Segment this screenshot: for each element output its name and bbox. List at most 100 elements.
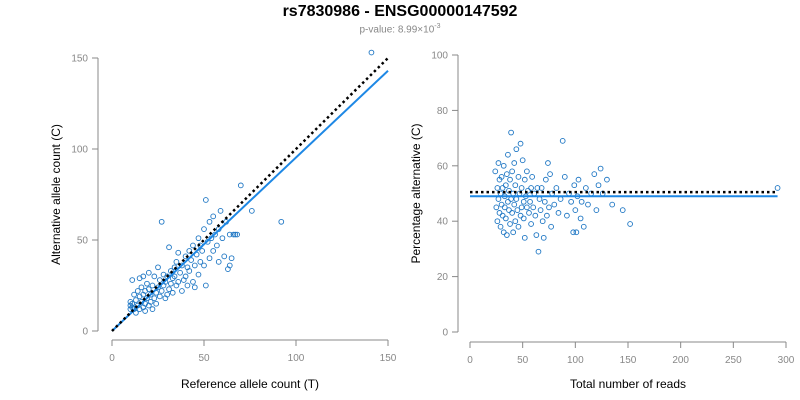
- data-point: [513, 196, 520, 202]
- panel-1: 0 50 100 150 0 50 100 150 Reference allele count…: [49, 49, 397, 391]
- data-point: [368, 49, 375, 56]
- data-point: [535, 248, 542, 255]
- data-point: [494, 185, 501, 191]
- y-axis-title: Percentage alternative (C): [409, 123, 423, 263]
- data-point: [533, 232, 540, 238]
- data-point: [219, 235, 226, 242]
- data-point: [248, 208, 255, 214]
- data-point: [499, 185, 506, 191]
- data-point: [527, 198, 533, 205]
- data-point: [214, 242, 220, 249]
- data-point: [508, 196, 514, 202]
- data-point: [571, 182, 578, 189]
- data-point: [206, 218, 213, 225]
- data-point: [147, 299, 154, 305]
- data-point: [495, 196, 502, 202]
- data-point: [179, 288, 185, 294]
- data-point: [524, 168, 530, 175]
- x-axis-title: Reference allele count (T): [181, 377, 319, 391]
- data-point: [494, 218, 501, 225]
- data-point: [492, 168, 499, 175]
- x-tick-label: 50: [198, 353, 210, 364]
- data-point: [151, 273, 158, 280]
- data-point: [497, 223, 504, 230]
- data-point: [528, 185, 534, 191]
- data-point: [182, 273, 189, 280]
- data-point: [559, 138, 566, 144]
- data-point: [177, 269, 183, 276]
- data-point: [539, 218, 546, 225]
- data-point: [201, 226, 207, 232]
- data-point: [166, 286, 172, 292]
- data-point: [553, 185, 560, 191]
- data-point: [151, 295, 158, 302]
- data-point: [508, 129, 514, 136]
- data-point: [521, 176, 528, 183]
- data-point: [168, 280, 174, 287]
- data-point: [156, 277, 163, 283]
- y-tick-label: 150: [71, 54, 88, 65]
- data-point: [504, 171, 510, 177]
- data-point: [604, 176, 610, 183]
- y-tick-label: 0: [442, 328, 448, 339]
- data-point: [210, 213, 217, 220]
- data-point: [127, 306, 134, 313]
- data-point: [186, 268, 193, 274]
- data-point: [127, 299, 134, 305]
- data-point: [518, 185, 525, 191]
- data-point: [145, 286, 152, 292]
- data-point: [232, 231, 239, 238]
- data-point: [609, 201, 616, 208]
- data-point: [515, 223, 522, 230]
- data-point: [197, 258, 204, 265]
- data-point: [597, 165, 604, 172]
- x-tick-label: 150: [380, 353, 397, 364]
- data-point: [186, 248, 193, 254]
- pvalue-text: p-value: 8.99×10: [359, 24, 435, 36]
- data-point: [175, 279, 182, 285]
- pvalue-exponent: -3: [434, 23, 441, 30]
- data-point: [212, 231, 218, 238]
- y-tick-label: 80: [437, 106, 449, 117]
- data-point: [575, 176, 582, 183]
- x-tick-label: 100: [288, 353, 305, 364]
- data-point: [542, 176, 549, 183]
- data-point: [129, 277, 136, 283]
- data-point: [153, 300, 160, 307]
- data-point: [536, 196, 543, 202]
- data-point: [627, 221, 633, 227]
- data-point: [202, 282, 209, 289]
- data-point: [217, 208, 224, 214]
- data-point: [144, 280, 150, 287]
- data-point: [230, 231, 237, 238]
- data-point: [501, 204, 508, 211]
- x-tick-label: 250: [725, 355, 742, 366]
- data-point: [510, 229, 517, 236]
- data-point: [149, 306, 156, 313]
- data-point: [585, 201, 591, 208]
- data-point: [568, 198, 574, 205]
- x-tick-label: 150: [620, 355, 637, 366]
- x-tick-label: 200: [672, 355, 689, 366]
- fit-line: [111, 70, 389, 332]
- y-tick-label: 0: [82, 327, 88, 338]
- y-tick-label: 20: [437, 272, 449, 283]
- data-point: [278, 218, 285, 225]
- data-point: [215, 258, 222, 265]
- x-tick-label: 300: [778, 355, 795, 366]
- data-point: [226, 262, 233, 269]
- x-tick-label: 100: [567, 355, 584, 366]
- data-point: [506, 207, 512, 213]
- data-point: [145, 269, 152, 276]
- data-point: [512, 218, 519, 225]
- data-point: [498, 174, 505, 180]
- data-point: [191, 284, 198, 291]
- data-point: [502, 182, 509, 189]
- x-tick-label: 50: [517, 355, 529, 366]
- data-point: [493, 204, 500, 211]
- data-point: [512, 182, 519, 189]
- data-point: [537, 207, 544, 213]
- data-point: [171, 264, 178, 271]
- data-point: [532, 212, 539, 219]
